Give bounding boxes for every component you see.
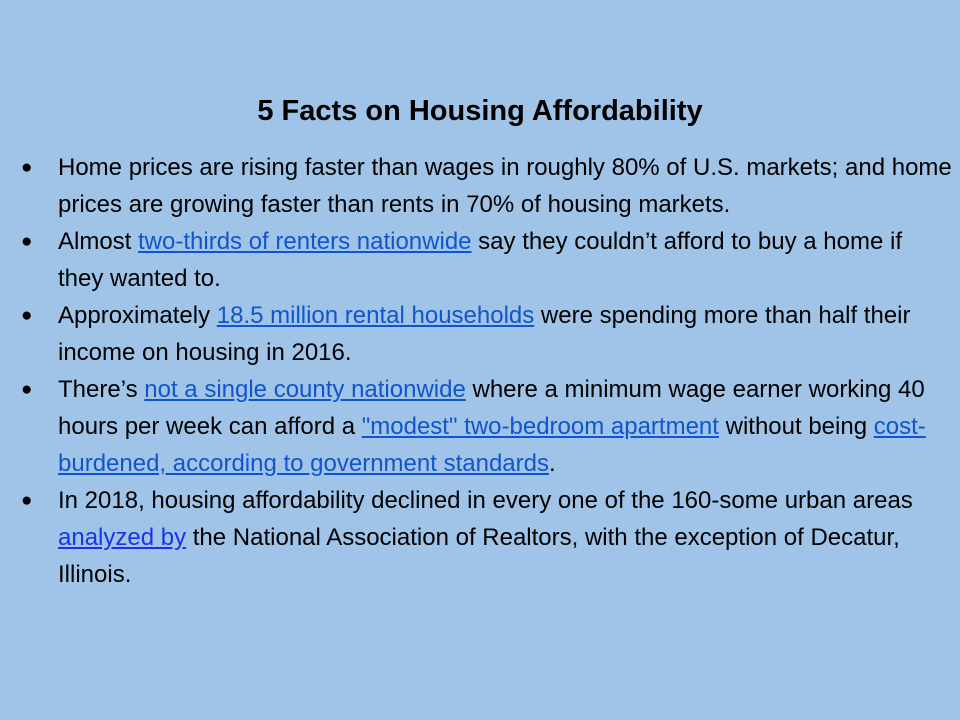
bullet-icon: ● [21, 305, 33, 326]
bullet-icon: ● [21, 490, 33, 511]
bullet-icon: ● [21, 231, 33, 252]
rental-households-link[interactable]: 18.5 million rental households [216, 302, 535, 329]
fact-item-2: ● Almost two-thirds of renters nationwid… [0, 223, 960, 297]
fact-text: were spending more than half their incom… [58, 302, 911, 366]
fact-text: Approximately [58, 302, 217, 329]
fact-text: Almost [58, 228, 139, 255]
fact-item-5: ● In 2018, housing affordability decline… [0, 482, 960, 593]
apartment-link[interactable]: "modest" two-bedroom apartment [361, 413, 719, 440]
slide-title: 5 Facts on Housing Affordability [257, 95, 703, 127]
fact-text: where a minimum wage earner working 40 h… [58, 376, 925, 440]
fact-text: There’s [58, 376, 145, 403]
fact-text: In 2018, housing affordability declined … [58, 487, 913, 514]
renters-link[interactable]: two-thirds of renters nationwide [138, 228, 472, 255]
fact-item-3: ● Approximately 18.5 million rental hous… [0, 297, 960, 371]
bullet-icon: ● [21, 157, 33, 178]
fact-item-1: ● Home prices are rising faster than wag… [0, 149, 960, 223]
fact-text: Home prices are rising faster than wages… [58, 154, 952, 218]
county-link[interactable]: not a single county nationwide [144, 376, 466, 403]
fact-item-4: ● There’s not a single county nationwide… [0, 371, 960, 482]
analyzed-by-link[interactable]: analyzed by [58, 524, 187, 551]
fact-text: the National Association of Realtors, wi… [58, 524, 900, 588]
facts-list: ● Home prices are rising faster than wag… [0, 149, 960, 593]
cost-burdened-link[interactable]: cost-burdened, according to government s… [58, 413, 926, 477]
fact-text: say they couldn’t afford to buy a home i… [58, 228, 902, 292]
fact-text: without being [718, 413, 874, 440]
fact-text: . [548, 450, 556, 477]
bullet-icon: ● [21, 379, 33, 400]
